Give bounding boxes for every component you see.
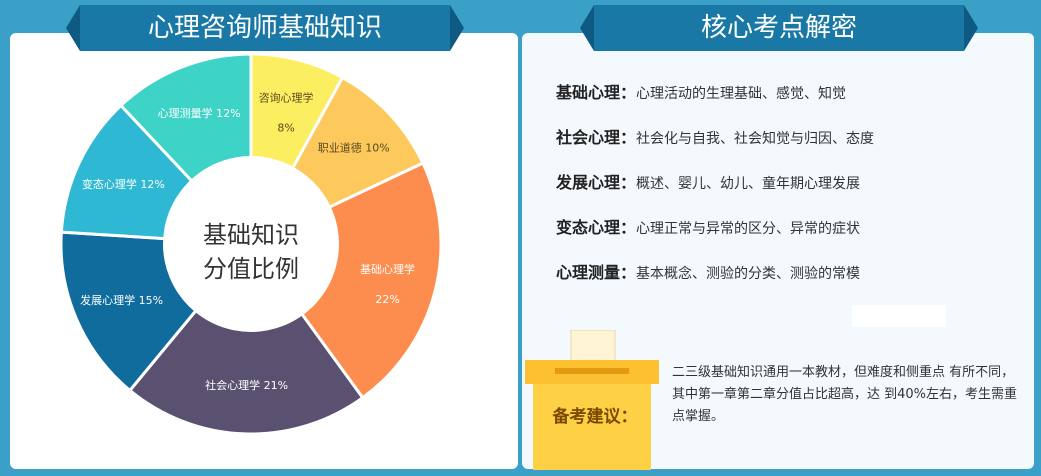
slice-name-label: 基础心理学 — [360, 262, 415, 276]
key-point-5: 心理测量：基本概念、测验的分类、测验的常模 — [556, 263, 861, 282]
key-point-label: 社会心理 — [556, 128, 621, 147]
slice-name-label: 咨询心理学 — [259, 90, 314, 104]
key-point-2: 社会心理：社会化与自我、社会知觉与归因、态度 — [556, 128, 875, 147]
key-point-label: 基础心理 — [556, 83, 621, 102]
key-point-3: 发展心理：概述、婴儿、幼儿、童年期心理发展 — [556, 173, 861, 192]
slice-pct-label: 8% — [277, 121, 294, 134]
donut-hole — [163, 156, 339, 332]
key-point-4: 变态心理：心理正常与异常的区分、异常的症状 — [556, 218, 861, 237]
slice-label: 社会心理学 21% — [205, 378, 288, 392]
slice-label: 心理测量学 12% — [158, 106, 241, 120]
key-point-1: 基础心理：心理活动的生理基础、感觉、知觉 — [556, 83, 847, 102]
slice-label: 变态心理学 12% — [82, 177, 165, 191]
slice-label: 发展心理学 15% — [80, 293, 163, 307]
key-point-text: 概述、婴儿、幼儿、童年期心理发展 — [636, 176, 861, 192]
key-point-text: 心理正常与异常的区分、异常的症状 — [636, 221, 861, 237]
left-title: 心理咨询师基础知识 — [147, 13, 382, 43]
key-point-label: 变态心理 — [556, 218, 621, 237]
ballot-box-icon — [525, 330, 659, 470]
key-point-text: 心理活动的生理基础、感觉、知觉 — [636, 86, 847, 102]
slice-pct-label: 22% — [375, 293, 399, 306]
key-point-label: 心理测量 — [556, 263, 621, 282]
right-title-ribbon: 核心考点解密 — [580, 5, 978, 51]
tip-text: 二三级基础知识通用一本教材，但难度和侧重点 有所不同，其中第一章第二章分值占比超… — [672, 365, 1018, 424]
pie-chart: 基础知识 分值比例 咨询心理学 8% 职业道德 10% 基础心理学 22% 社会心理学 2… — [59, 52, 443, 436]
blank-box — [852, 305, 946, 327]
slice-label: 职业道德 10% — [318, 140, 390, 154]
tip-label: 备考建议： — [552, 407, 638, 427]
center-label-line-2: 分值比例 — [203, 255, 299, 283]
center-label-line-1: 基础知识 — [203, 221, 299, 249]
key-point-text: 社会化与自我、社会知觉与归因、态度 — [636, 131, 875, 147]
pie-slice-4 — [127, 241, 365, 436]
left-title-ribbon: 心理咨询师基础知识 — [66, 5, 464, 51]
key-point-text: 基本概念、测验的分类、测验的常模 — [636, 266, 861, 282]
key-point-label: 发展心理 — [556, 173, 621, 192]
right-title: 核心考点解密 — [700, 13, 857, 43]
